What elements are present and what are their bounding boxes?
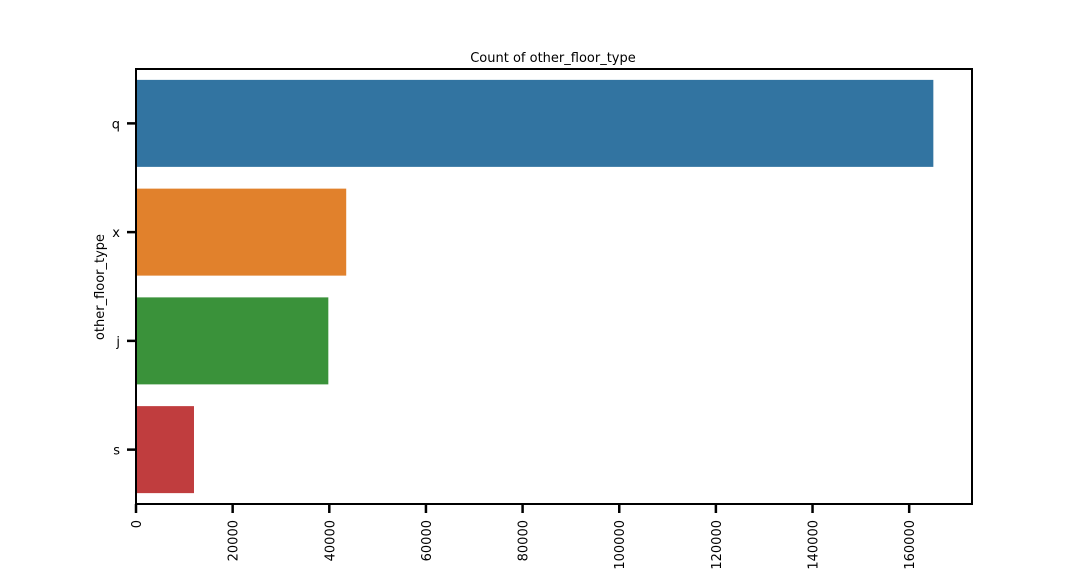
y-tick-label-j: j — [115, 335, 120, 350]
x-tick-label-80000: 80000 — [517, 520, 532, 561]
y-axis: q x j s — [112, 117, 136, 459]
x-axis: 0 20000 40000 60000 80000 100000 120000 140000 1… — [130, 504, 918, 570]
chart-title: Count of other_floor_type — [470, 51, 636, 66]
x-tick-label-160000: 160000 — [903, 520, 918, 570]
bar-s — [136, 406, 194, 494]
y-axis-label: other_floor_type — [93, 234, 108, 340]
x-tick-label-140000: 140000 — [807, 520, 822, 570]
x-tick-label-120000: 120000 — [710, 520, 725, 570]
bars-group — [136, 79, 934, 494]
x-tick-label-0: 0 — [130, 520, 145, 528]
plot-frame — [135, 68, 973, 505]
y-tick-label-s: s — [113, 444, 120, 459]
y-tick-label-q: q — [112, 117, 120, 132]
bar-q — [136, 79, 934, 167]
x-tick-label-40000: 40000 — [323, 520, 338, 561]
bar-x — [136, 188, 347, 276]
x-tick-label-20000: 20000 — [227, 520, 242, 561]
x-tick-label-100000: 100000 — [613, 520, 628, 570]
y-tick-label-x: x — [112, 226, 120, 241]
bar-j — [136, 297, 329, 385]
x-tick-label-60000: 60000 — [420, 520, 435, 561]
